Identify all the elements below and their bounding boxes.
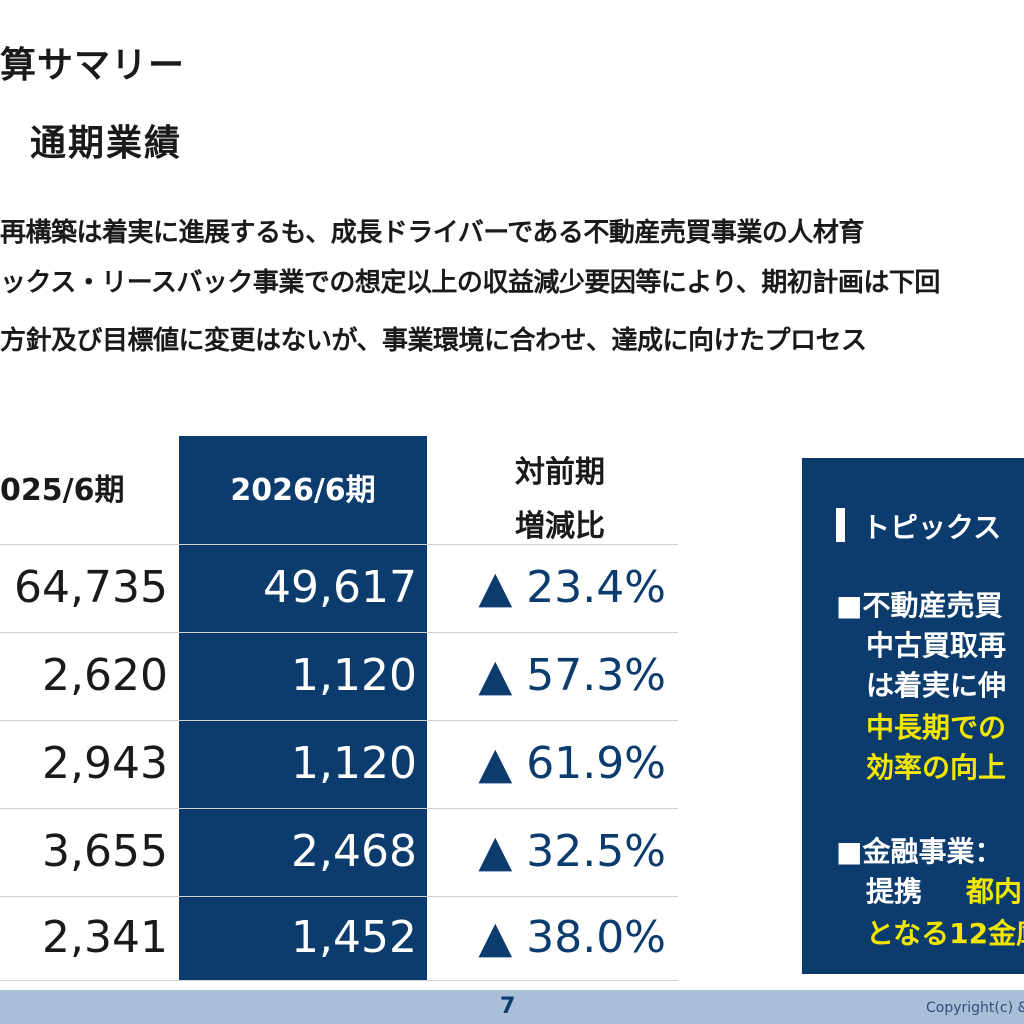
topic-item-1-text: は着実に伸: [866, 669, 1007, 702]
topic-item-2-highlight: 都内: [966, 875, 1023, 908]
topic-item-1-highlight: 中長期での: [866, 711, 1007, 744]
footer-band: [0, 990, 1024, 1024]
table-cell-yoy: ▲ 57.3%: [478, 650, 666, 701]
table-cell-current: 2,468: [291, 826, 417, 877]
table-cell-current: 1,120: [291, 650, 417, 701]
table-cell-yoy: ▲ 38.0%: [478, 912, 666, 963]
header-prev-period: 025/6期: [0, 473, 125, 508]
current-period-column-highlight: [179, 436, 427, 980]
table-divider: [0, 808, 678, 809]
table-cell-current: 1,120: [291, 738, 417, 789]
topic-item-1-highlight: 効率の向上: [866, 751, 1007, 784]
topic-item-2-heading: ■金融事業：: [836, 835, 1003, 868]
section-title: 算サマリー: [0, 45, 186, 86]
header-yoy-line2: 増減比: [515, 509, 605, 544]
topic-item-1-heading: ■不動産売買: [836, 589, 1003, 622]
table-cell-yoy: ▲ 32.5%: [478, 826, 666, 877]
table-cell-current: 1,452: [291, 912, 417, 963]
summary-line-3: 方針及び目標値に変更はないが、事業環境に合わせ、達成に向けたプロセス: [0, 326, 867, 356]
copyright: Copyright(c) &: [926, 1000, 1024, 1016]
table-divider: [0, 980, 678, 981]
table-cell-prev: 64,735: [14, 562, 168, 613]
topic-item-2-text: 提携: [866, 875, 923, 908]
table-cell-prev: 2,620: [42, 650, 168, 701]
table-cell-prev: 3,655: [42, 826, 168, 877]
page-number: 7: [500, 994, 516, 1019]
topics-title: トピックス: [862, 511, 1002, 544]
table-divider: [0, 544, 678, 545]
topic-item-2-highlight: となる12金庫: [866, 917, 1024, 950]
table-divider: [0, 632, 678, 633]
summary-line-2: ックス・リースバック事業での想定以上の収益減少要因等により、期初計画は下回: [0, 268, 940, 298]
header-yoy-line1: 対前期: [515, 455, 605, 490]
table-cell-prev: 2,341: [42, 912, 168, 963]
topics-panel: [802, 458, 1024, 974]
topic-item-1-text: 中古買取再: [866, 629, 1007, 662]
header-yoy: 対前期 増減比: [440, 446, 680, 554]
header-current-period: 2026/6期: [230, 473, 376, 508]
table-cell-yoy: ▲ 61.9%: [478, 738, 666, 789]
topics-accent-bar: [836, 508, 845, 542]
table-cell-yoy: ▲ 23.4%: [478, 562, 666, 613]
table-cell-current: 49,617: [263, 562, 417, 613]
summary-line-1: 再構築は着実に進展するも、成長ドライバーである不動産売買事業の人材育: [0, 218, 864, 248]
table-divider: [0, 896, 678, 897]
page-subtitle: 通期業績: [30, 123, 183, 164]
table-cell-prev: 2,943: [42, 738, 168, 789]
table-divider: [0, 720, 678, 721]
